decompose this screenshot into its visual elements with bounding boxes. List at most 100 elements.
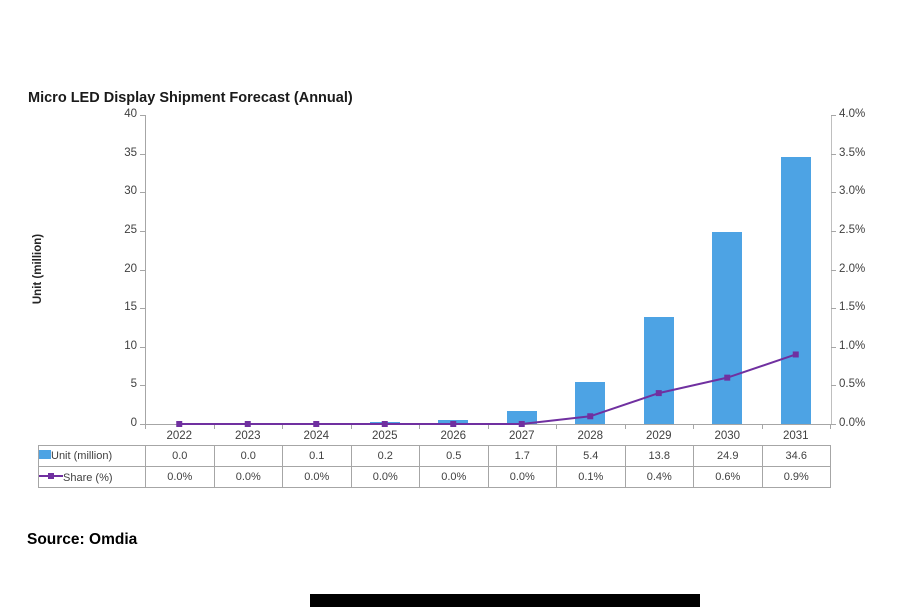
table-cell: 0.0 [213, 445, 283, 467]
table-cell: 0.0% [419, 466, 489, 488]
table-cell: 0.5 [419, 445, 489, 467]
x-axis-tick-label: 2023 [234, 430, 261, 442]
data-table: Unit (million) 0.0 0.0 0.1 0.2 0.5 1.7 5.4 13.8 2… [38, 445, 831, 488]
table-cell: 13.8 [624, 445, 694, 467]
x-axis-tick-label: 2030 [714, 430, 741, 442]
table-row: Unit (million) 0.0 0.0 0.1 0.2 0.5 1.7 5.4 13.8 2… [38, 445, 831, 467]
left-axis-tick-label: 10 [124, 339, 137, 352]
x-axis-tick-label: 2022 [166, 430, 193, 442]
left-axis-tickmark [140, 153, 145, 155]
chart-title: Micro LED Display Shipment Forecast (Ann… [28, 90, 353, 106]
legend-label: Share (%) [63, 471, 113, 484]
right-axis-tick-label: 3.5% [839, 146, 866, 159]
left-axis-tickmark [140, 385, 145, 387]
x-axis-tickmark [556, 424, 557, 429]
x-axis-tickmark [488, 424, 489, 429]
x-axis-tick-label: 2028 [577, 430, 604, 442]
left-axis-tickmark [140, 269, 145, 271]
right-axis-tick-label: 2.5% [839, 223, 866, 236]
right-axis-tickmark [831, 192, 836, 194]
share-line-marker [655, 390, 662, 397]
left-axis-tick-label: 0 [130, 417, 137, 429]
table-cell: 0.0 [145, 445, 215, 467]
x-axis-tick-label: 2026 [440, 430, 467, 442]
right-axis-tickmark [831, 424, 836, 425]
x-axis-tickmark [419, 424, 420, 429]
share-line-marker [792, 351, 799, 358]
right-axis-tickmark [831, 230, 836, 232]
share-line-marker [313, 421, 320, 427]
right-axis-tick-label: 1.0% [839, 339, 866, 352]
table-cell: 0.2 [350, 445, 420, 467]
left-axis-tickmark [140, 192, 145, 194]
table-cell: 0.0% [145, 466, 215, 488]
left-axis-tickmark [140, 230, 145, 232]
table-cell: 0.0% [282, 466, 352, 488]
right-axis-tick-label: 0.5% [839, 378, 866, 391]
x-axis-tick-label: 2024 [303, 430, 330, 442]
table-cell: 0.1% [556, 466, 626, 488]
bottom-bar [310, 594, 700, 607]
table-cell: 0.1 [282, 445, 352, 467]
table-cell: 34.6 [761, 445, 831, 467]
right-axis-tick-label: 1.5% [839, 301, 866, 314]
left-axis-tick-label: 20 [124, 262, 137, 275]
bar-2029 [643, 317, 674, 424]
right-axis-tick-label: 3.0% [839, 185, 866, 198]
x-axis-tickmark [762, 424, 763, 429]
left-axis-tick-label: 15 [124, 301, 137, 314]
left-axis-tick-label: 30 [124, 185, 137, 198]
left-axis-tick-label: 35 [124, 146, 137, 159]
right-axis-tickmark [831, 346, 836, 348]
x-axis-tickmark [145, 424, 146, 429]
legend-key: Share (%) [39, 471, 145, 484]
table-cell: 0.0% [487, 466, 557, 488]
x-axis-tick-label: 2025 [371, 430, 398, 442]
table-cell: 5.4 [556, 445, 626, 467]
source-label: Source: Omdia [27, 531, 138, 548]
legend-key: Unit (million) [39, 450, 145, 462]
table-cell: 0.9% [761, 466, 831, 488]
right-axis-tickmark [831, 115, 836, 116]
share-line-marker [518, 421, 525, 427]
table-row: Share (%) 0.0% 0.0% 0.0% 0.0% 0.0% 0.0% 0.1% 0.4… [38, 466, 831, 488]
x-axis-tick-label: 2031 [782, 430, 809, 442]
left-axis-tickmark [140, 346, 145, 348]
right-axis-tickmark [831, 269, 836, 271]
left-axis-tickmark [140, 424, 145, 425]
x-axis-tickmark [830, 424, 831, 429]
table-cell: 0.4% [624, 466, 694, 488]
table-cell: 0.0% [350, 466, 420, 488]
left-axis-tickmark [140, 115, 145, 116]
left-axis-tick-label: 25 [124, 223, 137, 236]
share-line-marker [587, 413, 594, 420]
legend-cell-share: Share (%) [38, 466, 146, 488]
legend-cell-unit: Unit (million) [38, 445, 146, 467]
share-line-marker [176, 421, 183, 427]
right-axis-tick-label: 2.0% [839, 262, 866, 275]
right-axis-tickmark [831, 385, 836, 387]
left-axis-tick-label: 40 [124, 108, 137, 120]
table-cell: 0.0% [213, 466, 283, 488]
share-line-marker [244, 421, 251, 427]
x-axis-tickmark [693, 424, 694, 429]
share-line-marker [724, 374, 731, 381]
left-axis-tickmark [140, 308, 145, 310]
bar-2030 [712, 231, 743, 424]
x-axis-tickmark [214, 424, 215, 429]
right-axis-tickmark [831, 153, 836, 155]
left-axis-tick-label: 5 [130, 378, 137, 391]
share-line-marker [450, 421, 457, 427]
left-axis-title: Unit (million) [32, 233, 44, 305]
x-axis-tick-label: 2029 [645, 430, 672, 442]
table-cell: 0.6% [693, 466, 763, 488]
share-line-marker [381, 421, 388, 427]
x-axis-tickmark [282, 424, 283, 429]
line-swatch-icon [39, 471, 63, 481]
right-axis-tick-label: 4.0% [839, 108, 866, 120]
share-line-path [179, 353, 797, 425]
table-cell: 1.7 [487, 445, 557, 467]
bar-2027 [506, 410, 537, 424]
right-axis-tickmark [831, 308, 836, 310]
